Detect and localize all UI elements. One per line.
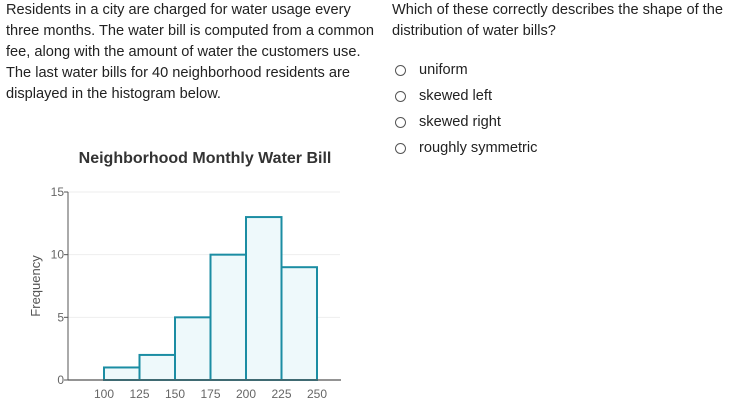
histogram-bar [103, 366, 141, 381]
y-tick-label: 5 [57, 310, 64, 324]
option-skewed-right[interactable]: skewed right [393, 109, 537, 135]
option-label: skewed left [419, 88, 493, 104]
radio-button-icon[interactable] [395, 64, 406, 76]
option-uniform[interactable]: uniform [393, 57, 537, 83]
x-tick-labels: 100 125 150 175 200 225 250 [94, 387, 327, 401]
radio-button-icon[interactable] [395, 90, 406, 102]
y-tick-labels: 0 5 10 15 [51, 185, 65, 387]
question-text: Which of these correctly describes the s… [392, 2, 723, 39]
option-roughly-symmetric[interactable]: roughly symmetric [393, 135, 537, 161]
x-tick-label: 150 [165, 387, 185, 401]
x-tick-label: 200 [236, 387, 256, 401]
histogram-bar [174, 316, 212, 381]
radio-button-icon[interactable] [395, 116, 406, 128]
histogram-bar [209, 253, 247, 381]
y-tick-label: 15 [51, 185, 65, 199]
histogram-bars [103, 216, 318, 381]
option-label: skewed right [419, 114, 501, 130]
axes [64, 191, 341, 381]
option-label: uniform [419, 62, 468, 78]
histogram-bar [245, 216, 283, 381]
y-tick-label: 0 [57, 373, 64, 387]
answer-options: uniform skewed left skewed right roughly… [393, 57, 537, 161]
histogram-bar [280, 266, 318, 381]
x-tick-label: 175 [200, 387, 220, 401]
x-tick-label: 125 [129, 387, 149, 401]
problem-passage: Residents in a city are charged for wate… [6, 2, 374, 102]
x-tick-label: 250 [307, 387, 327, 401]
histogram-chart: Neighborhood Monthly Water Bill Frequenc… [28, 150, 341, 401]
radio-button-icon[interactable] [395, 142, 406, 154]
histogram-bar [138, 353, 176, 381]
x-tick-label: 100 [94, 387, 114, 401]
chart-title: Neighborhood Monthly Water Bill [79, 150, 332, 167]
y-axis-label: Frequency [28, 255, 43, 317]
option-label: roughly symmetric [419, 140, 538, 156]
x-tick-label: 225 [271, 387, 291, 401]
y-tick-label: 10 [51, 248, 65, 262]
option-skewed-left[interactable]: skewed left [393, 83, 537, 109]
